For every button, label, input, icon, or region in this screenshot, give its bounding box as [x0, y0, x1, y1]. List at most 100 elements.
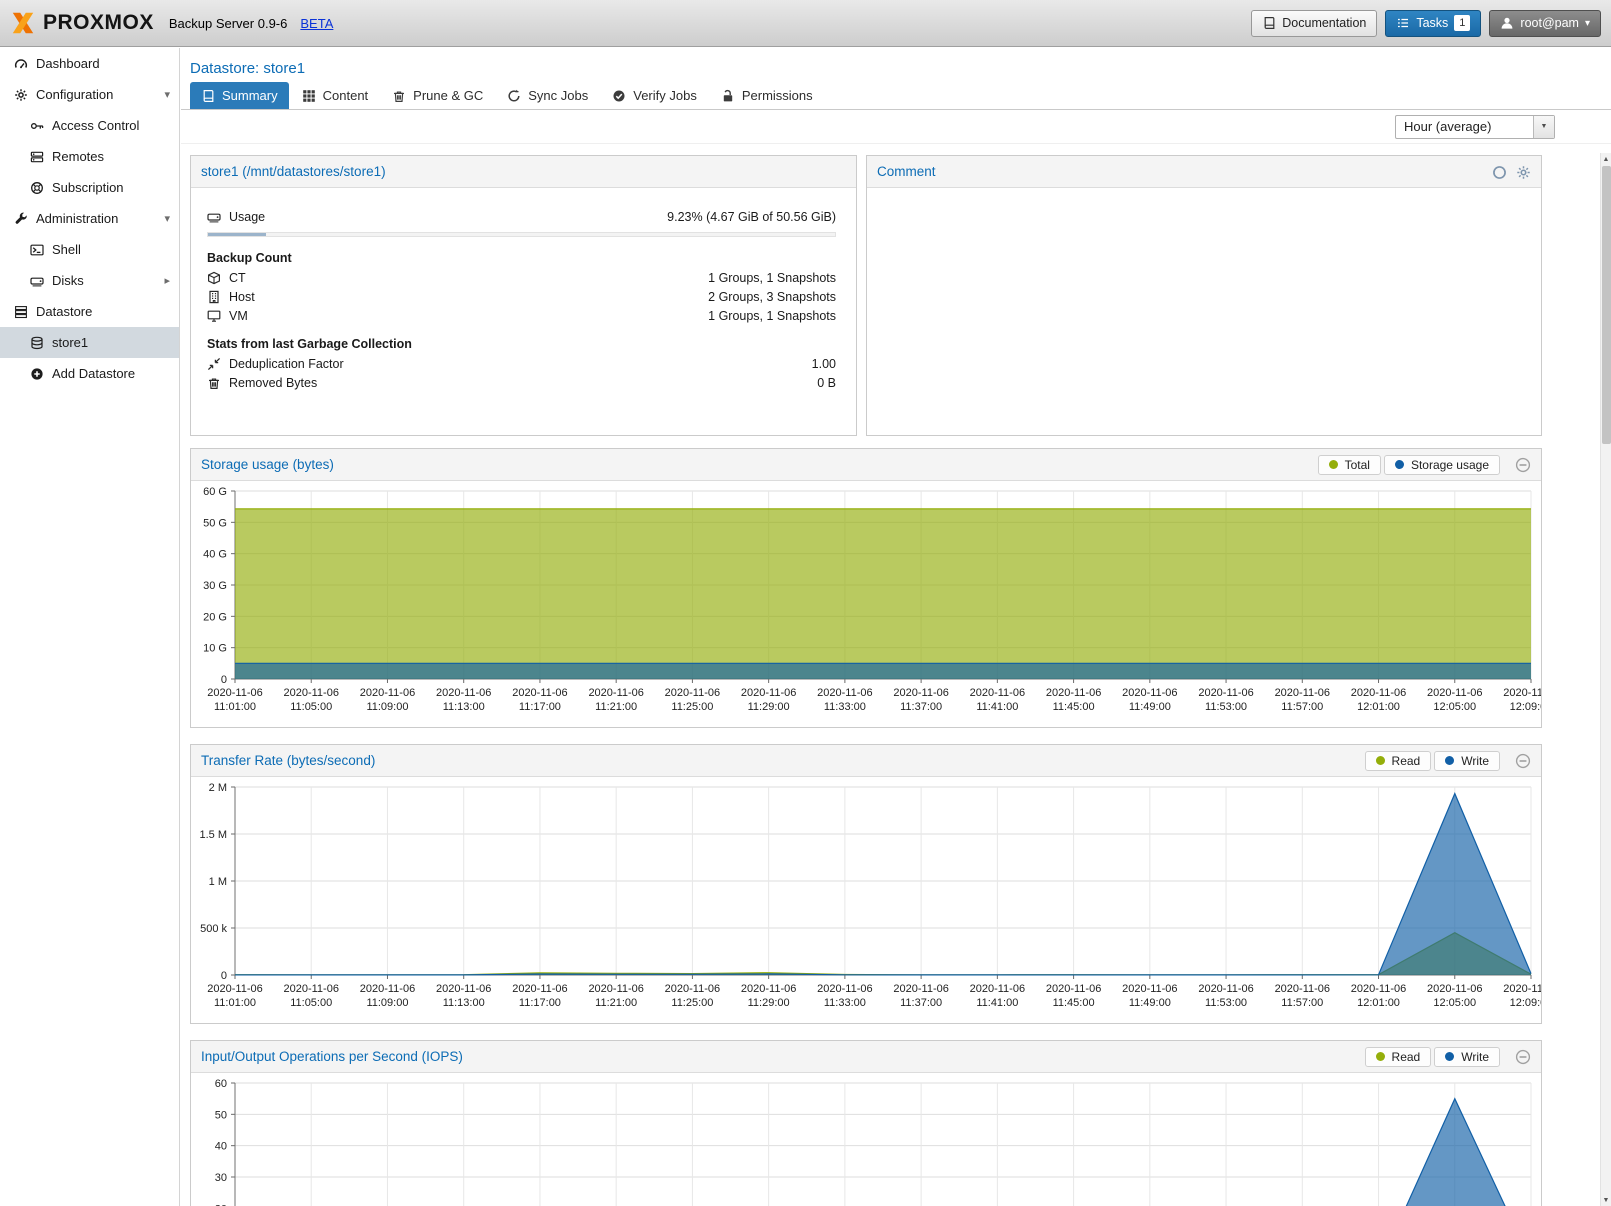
beta-link[interactable]: BETA [300, 15, 334, 31]
legend-item-storage-usage[interactable]: Storage usage [1383, 454, 1500, 475]
sidebar-item-configuration[interactable]: Configuration ▾ [0, 79, 179, 110]
svg-text:11:49:00: 11:49:00 [1129, 997, 1171, 1009]
sidebar-item-add-datastore[interactable]: Add Datastore [0, 358, 179, 389]
combo-trigger[interactable]: ▼ [1533, 115, 1554, 138]
cube-icon [208, 271, 220, 284]
sidebar-item-administration[interactable]: Administration ▾ [0, 203, 179, 234]
sidebar-item-label: Subscription [52, 180, 124, 195]
collapse-panel-icon[interactable] [1515, 753, 1531, 769]
ticket-icon [30, 181, 43, 194]
tab-content[interactable]: Content [291, 82, 380, 109]
gears-icon [14, 88, 27, 101]
sidebar-item-store1[interactable]: store1 [0, 327, 179, 358]
caret-down-icon[interactable]: ▾ [164, 213, 170, 225]
svg-text:2020-11-06: 2020-11-06 [436, 687, 491, 699]
row-value: 2 Groups, 3 Snapshots [708, 289, 836, 304]
header: PROXMOX Backup Server 0.9-6 BETA Documen… [0, 0, 1611, 47]
brand: PROXMOX Backup Server 0.9-6 BETA [10, 10, 333, 36]
sidebar-item-access-control[interactable]: Access Control [0, 110, 179, 141]
circle-tool-icon[interactable] [1492, 163, 1507, 179]
svg-text:11:17:00: 11:17:00 [519, 701, 561, 713]
svg-text:2020-11-06: 2020-11-06 [970, 687, 1025, 699]
legend-item-write[interactable]: Write [1434, 750, 1500, 771]
tab-label: Summary [222, 88, 278, 103]
svg-text:2020-11-06: 2020-11-06 [1427, 687, 1482, 699]
sidebar-item-disks[interactable]: Disks ▸ [0, 265, 179, 296]
legend-label: Storage usage [1410, 457, 1489, 472]
row-label: Removed Bytes [229, 375, 318, 390]
svg-text:12:09:00: 12:09:00 [1510, 997, 1541, 1009]
gear-icon[interactable] [1516, 163, 1531, 179]
chart-panel-header: Input/Output Operations per Second (IOPS… [191, 1041, 1541, 1073]
database-icon [28, 336, 45, 350]
collapse-panel-icon[interactable] [1515, 457, 1531, 473]
svg-text:11:33:00: 11:33:00 [824, 701, 866, 713]
chart-title: Transfer Rate (bytes/second) [201, 753, 376, 768]
documentation-button[interactable]: Documentation [1251, 9, 1378, 37]
user-menu-button[interactable]: root@pam ▾ [1489, 9, 1601, 37]
row-value: 1.00 [811, 356, 836, 371]
caret-down-icon[interactable]: ▾ [164, 89, 170, 101]
svg-text:12:01:00: 12:01:00 [1357, 997, 1400, 1009]
svg-text:2020-11-06: 2020-11-06 [284, 687, 339, 699]
scroll-content: store1 (/mnt/datastores/store1) Usage 9.… [181, 144, 1559, 1206]
scroll-down-button[interactable]: ▼ [1602, 1196, 1610, 1204]
svg-text:2020-11-06: 2020-11-06 [360, 687, 415, 699]
scroll-up-button[interactable]: ▲ [1602, 155, 1610, 163]
vertical-scrollbar[interactable]: ▲ ▼ [1600, 153, 1611, 1206]
chart-panel-transfer-rate-bytes-second-: Transfer Rate (bytes/second) Read Write 0 50… [190, 744, 1559, 1024]
minus-circle-icon [1515, 457, 1531, 472]
tab-bar: Summary Content Prune & GC Sync Jobs Verify … [181, 82, 1611, 110]
legend-dot [1445, 1052, 1455, 1061]
tasks-count-badge: 1 [1454, 15, 1471, 31]
sidebar-item-label: Dashboard [36, 56, 100, 71]
sidebar-item-shell[interactable]: Shell [0, 234, 179, 265]
svg-text:2020-11-06: 2020-11-06 [512, 687, 567, 699]
collapse-panel-icon[interactable] [1515, 1049, 1531, 1065]
chart-legend: Read Write [1364, 1046, 1531, 1067]
svg-text:2020-11-06: 2020-11-06 [588, 983, 643, 995]
legend-label: Read [1391, 753, 1421, 768]
row-label: Deduplication Factor [229, 356, 344, 371]
svg-text:11:53:00: 11:53:00 [1205, 701, 1247, 713]
legend-item-total[interactable]: Total [1317, 454, 1381, 475]
tasks-button[interactable]: Tasks 1 [1385, 9, 1482, 37]
chart-canvas: 0 10 G 20 G 30 G 40 G 50 G 60 G 2020-11-06 11:01… [203, 486, 1559, 713]
book-icon [1262, 16, 1276, 31]
svg-text:10 G: 10 G [203, 643, 227, 655]
sidebar-item-subscription[interactable]: Subscription [0, 172, 179, 203]
legend-dot [1328, 460, 1338, 469]
summary-row-deduplication-factor: Deduplication Factor 1.00 [191, 354, 856, 373]
tab-verify-jobs[interactable]: Verify Jobs [601, 82, 708, 109]
circle-tool-icon [1493, 165, 1506, 179]
chart-panel-header: Transfer Rate (bytes/second) Read Write [191, 745, 1541, 777]
proxmox-logo-icon [12, 12, 34, 34]
svg-text:2020-11-06: 2020-11-06 [360, 983, 415, 995]
tab-prune-gc[interactable]: Prune & GC [381, 82, 494, 109]
sidebar-item-datastore[interactable]: Datastore [0, 296, 179, 327]
tab-sync-jobs[interactable]: Sync Jobs [496, 82, 599, 109]
svg-text:2020-11-06: 2020-11-06 [1503, 983, 1541, 995]
legend-item-read[interactable]: Read [1364, 750, 1432, 771]
svg-text:2020-11-06: 2020-11-06 [207, 983, 262, 995]
tab-permissions[interactable]: Permissions [710, 82, 824, 109]
scroll-thumb[interactable] [1602, 166, 1611, 444]
sidebar-item-dashboard[interactable]: Dashboard [0, 48, 179, 79]
time-range-select[interactable]: Hour (average) ▼ [1395, 114, 1555, 139]
book-icon [203, 90, 214, 103]
legend-item-write[interactable]: Write [1434, 1046, 1500, 1067]
tab-summary[interactable]: Summary [190, 82, 289, 109]
unlock-icon [723, 90, 733, 102]
plus-circle-icon [30, 367, 43, 380]
trash-icon [209, 377, 219, 389]
svg-text:11:45:00: 11:45:00 [1053, 997, 1095, 1009]
sidebar-item-label: Access Control [52, 118, 140, 133]
ticket-icon [28, 181, 45, 195]
legend-label: Write [1461, 1049, 1489, 1064]
legend-item-read[interactable]: Read [1364, 1046, 1432, 1067]
comment-panel-title: Comment [877, 164, 936, 179]
chart-canvas: 01020304050602020-11-0611:01:002020-11-0… [215, 1078, 1532, 1206]
sidebar-item-remotes[interactable]: Remotes [0, 141, 179, 172]
comment-panel-tools [1492, 163, 1531, 179]
caret-right-icon[interactable]: ▸ [164, 275, 170, 287]
